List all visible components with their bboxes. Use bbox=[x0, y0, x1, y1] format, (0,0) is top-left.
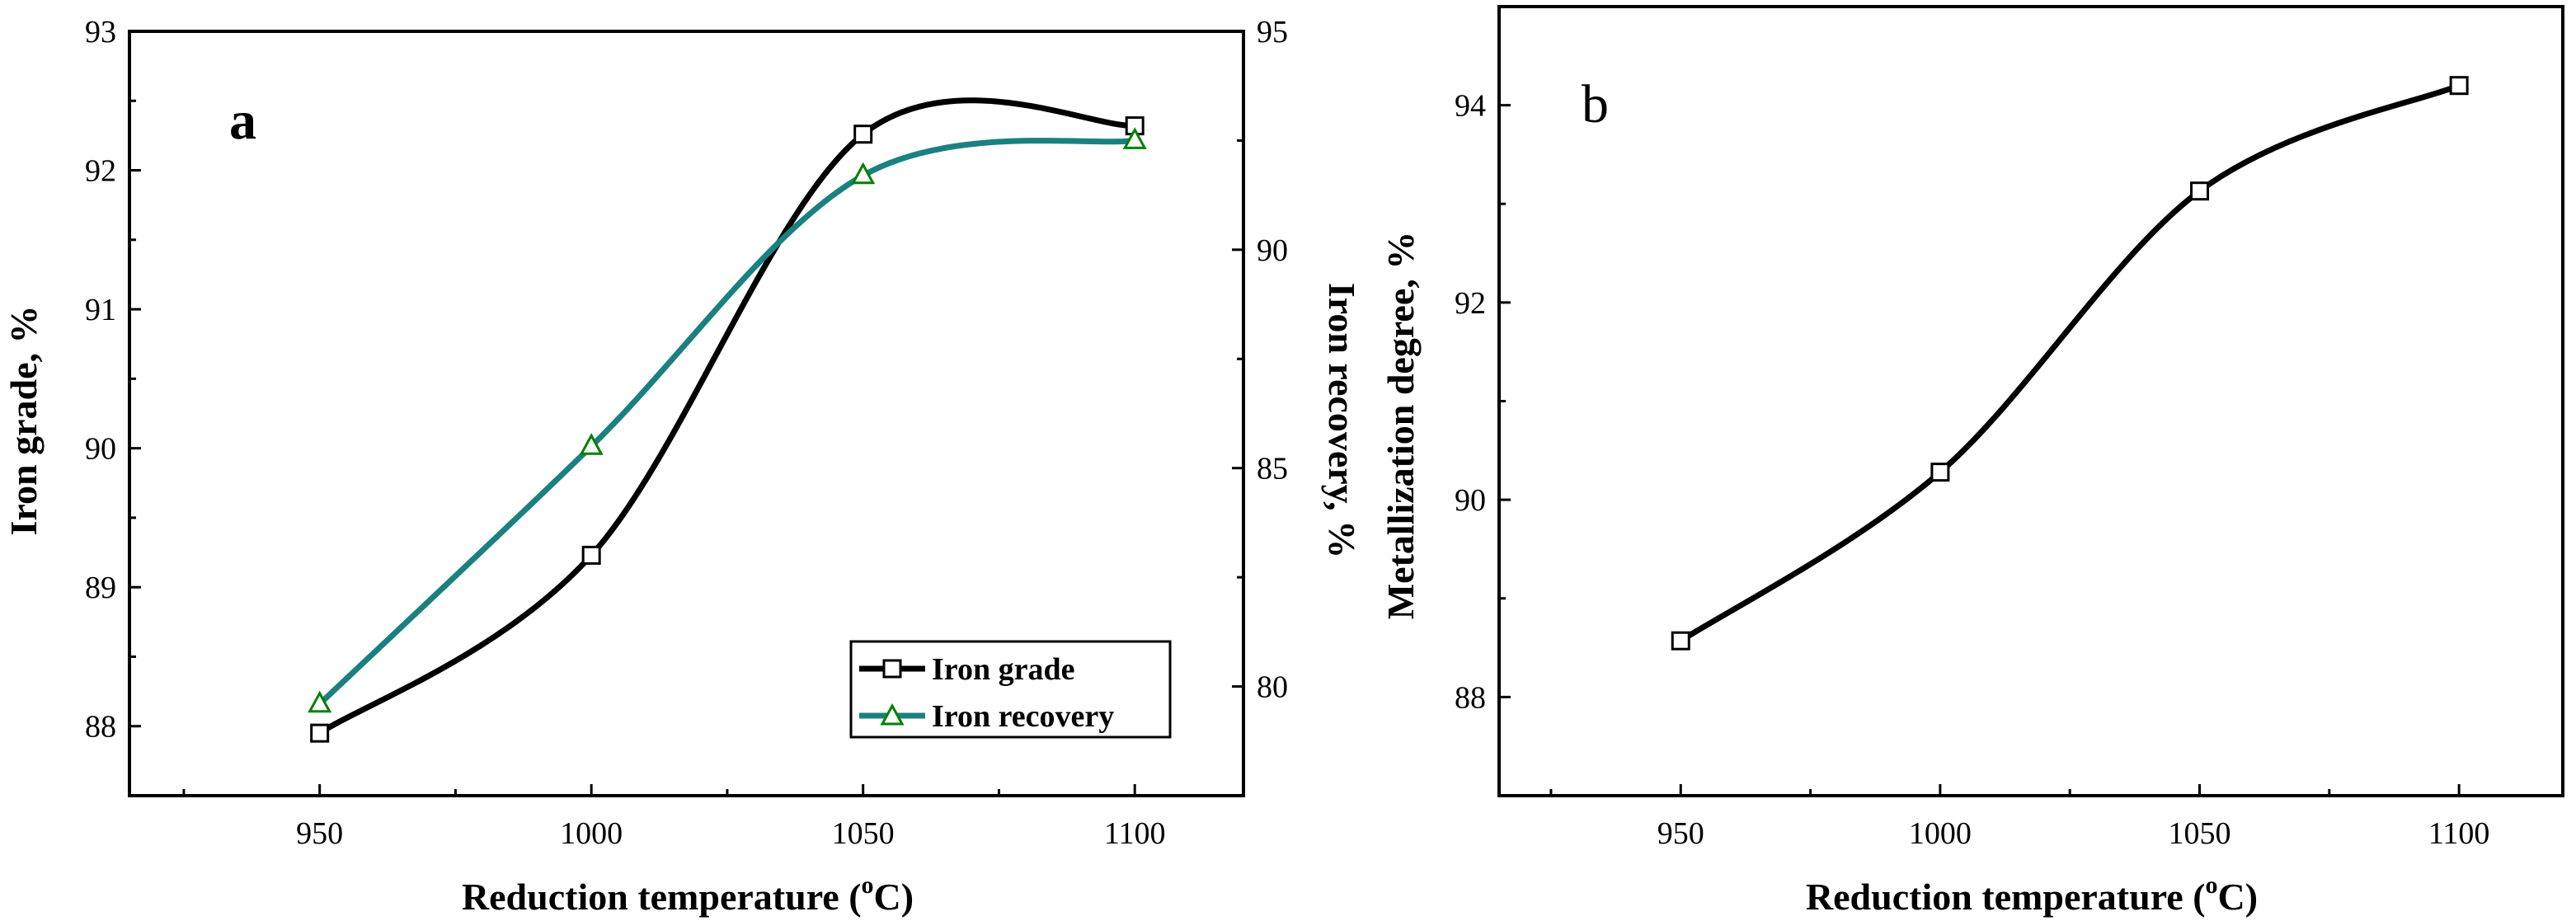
x-tick-label: 950 bbox=[296, 816, 343, 851]
panel-b: 950 1000 1050 1100 88 90 92 94 b Reduction temp… bbox=[1380, 5, 2564, 918]
y-tick-label: 88 bbox=[1455, 680, 1486, 715]
y-tick-label: 89 bbox=[85, 571, 116, 605]
panel-a-legend: Iron grade Iron recovery bbox=[849, 640, 1172, 739]
y2-tick-label: 95 bbox=[1257, 15, 1288, 49]
data-point-iron-grade bbox=[310, 723, 330, 743]
legend-label-iron-grade: Iron grade bbox=[932, 652, 1074, 687]
panel-b-plot-frame bbox=[1497, 5, 2564, 797]
y-tick-label: 92 bbox=[85, 154, 116, 189]
y-tick-label: 90 bbox=[85, 432, 116, 467]
panel-a-y-axis-title: Iron grade, % bbox=[2, 306, 45, 536]
x-tick-label: 1050 bbox=[2169, 816, 2231, 851]
x-tick-label: 1050 bbox=[832, 816, 895, 851]
x-tick-label: 1100 bbox=[2428, 816, 2490, 851]
legend-marker-iron-grade bbox=[882, 659, 902, 679]
y2-tick-label: 85 bbox=[1257, 452, 1288, 486]
panel-a: 950 1000 1050 1100 88 89 90 91 92 93 80 85 90 95 a Ir… bbox=[2, 15, 1363, 918]
y-tick-label: 88 bbox=[85, 710, 116, 745]
y-tick-label: 90 bbox=[1455, 483, 1486, 518]
data-point-iron-grade bbox=[581, 545, 601, 565]
data-point-metallization-degree bbox=[2190, 181, 2210, 201]
data-point-iron-recovery bbox=[308, 690, 332, 713]
y-tick-label: 92 bbox=[1455, 286, 1486, 321]
x-tick-label: 1100 bbox=[1104, 816, 1166, 851]
data-point-metallization-degree bbox=[2449, 76, 2469, 96]
panel-b-y-axis-title: Metallization degree, % bbox=[1380, 232, 1422, 620]
series-line-iron-grade bbox=[317, 97, 1135, 736]
panel-a-x-axis-title: Reduction temperature (oC) bbox=[462, 872, 914, 918]
y-tick-label: 94 bbox=[1455, 89, 1486, 124]
data-point-metallization-degree bbox=[1671, 631, 1690, 651]
y-tick-label: 91 bbox=[85, 293, 116, 327]
data-point-iron-recovery bbox=[579, 433, 604, 455]
y-tick-label: 93 bbox=[85, 15, 116, 49]
panel-a-plot-frame bbox=[128, 30, 1245, 797]
data-point-metallization-degree bbox=[1930, 463, 1950, 482]
legend-marker-iron-recovery bbox=[880, 702, 905, 726]
panel-b-letter: b bbox=[1582, 74, 1609, 134]
legend-label-iron-recovery: Iron recovery bbox=[932, 699, 1114, 734]
series-line-metallization-degree bbox=[1679, 82, 2461, 644]
data-point-iron-recovery bbox=[1122, 127, 1147, 149]
data-point-iron-recovery bbox=[851, 162, 876, 185]
legend-box bbox=[849, 640, 1172, 739]
x-tick-label: 1000 bbox=[560, 816, 623, 851]
y2-tick-label: 90 bbox=[1257, 233, 1288, 268]
series-line-iron-recovery bbox=[317, 137, 1135, 707]
panel-a-letter: a bbox=[229, 91, 256, 151]
panel-a-y2-axis-title: Iron recovery, % bbox=[1321, 283, 1363, 558]
x-tick-label: 1000 bbox=[1909, 816, 1972, 851]
panel-a-marks: 950 1000 1050 1100 88 89 90 91 92 93 80 85 90 95 bbox=[85, 15, 1288, 851]
panel-b-x-axis-title: Reduction temperature (oC) bbox=[1806, 872, 2258, 918]
x-tick-label: 950 bbox=[1657, 816, 1704, 851]
y2-tick-label: 80 bbox=[1257, 670, 1288, 705]
panel-b-marks: 950 1000 1050 1100 88 90 92 94 bbox=[1455, 76, 2490, 851]
data-point-iron-grade bbox=[853, 125, 873, 144]
